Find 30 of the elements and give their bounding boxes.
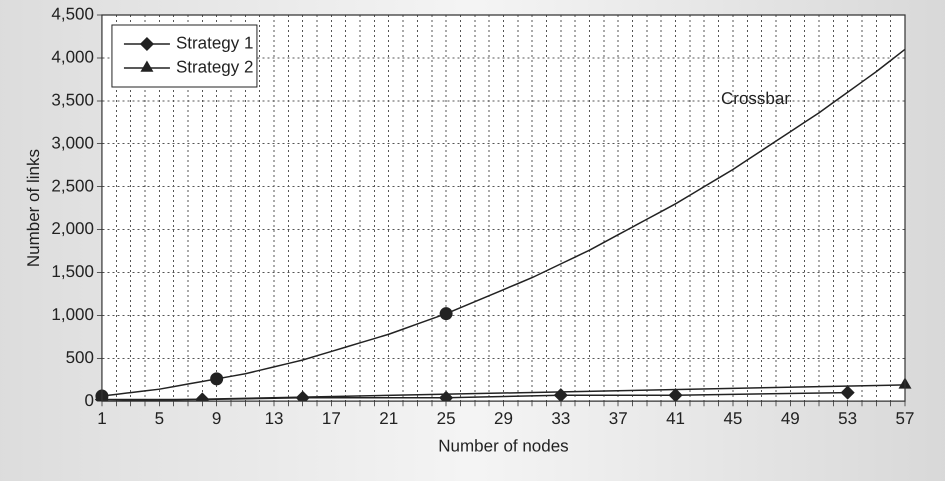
series-label: Crossbar bbox=[721, 89, 790, 108]
x-tick-label: 29 bbox=[494, 409, 513, 428]
x-tick-label: 21 bbox=[379, 409, 398, 428]
y-tick-label: 2,500 bbox=[51, 176, 94, 196]
y-tick-label: 3,500 bbox=[51, 90, 94, 110]
y-tick-label: 4,000 bbox=[51, 48, 94, 67]
x-tick-label: 13 bbox=[264, 409, 284, 428]
y-tick-label: 4,500 bbox=[51, 4, 94, 24]
x-axis-title: Number of nodes bbox=[438, 436, 569, 456]
legend-label: Strategy 1 bbox=[176, 34, 254, 53]
x-tick-label: 57 bbox=[896, 409, 914, 428]
y-tick-label: 500 bbox=[66, 348, 94, 367]
x-tick-label: 25 bbox=[436, 409, 456, 428]
x-tick-label: 37 bbox=[608, 409, 628, 428]
legend-label: Strategy 2 bbox=[176, 58, 254, 77]
x-tick-label: 53 bbox=[838, 409, 858, 428]
y-tick-label: 3,000 bbox=[51, 133, 94, 152]
y-tick-label: 2,000 bbox=[51, 219, 94, 238]
x-tick-label: 5 bbox=[154, 409, 164, 428]
x-tick-label: 41 bbox=[666, 409, 686, 428]
y-tick-label: 1,500 bbox=[51, 262, 94, 282]
y-tick-label: 1,000 bbox=[51, 305, 94, 324]
x-tick-label: 49 bbox=[780, 409, 800, 428]
x-tick-label: 33 bbox=[551, 409, 570, 428]
y-axis-title: Number of links bbox=[24, 149, 43, 268]
y-tick-label: 0 bbox=[84, 390, 94, 410]
x-tick-label: 1 bbox=[97, 409, 107, 428]
x-tick-label: 9 bbox=[212, 409, 222, 428]
x-tick-label: 45 bbox=[723, 409, 742, 428]
x-tick-label: 17 bbox=[322, 409, 341, 428]
